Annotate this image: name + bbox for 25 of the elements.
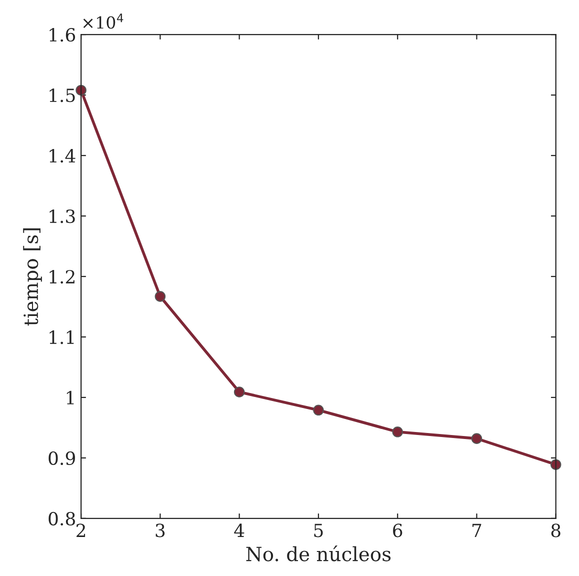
y-tick-label: 1.4 xyxy=(50,148,76,163)
x-tick-label: 8 xyxy=(551,524,560,538)
y-axis-title: tiempo [s] xyxy=(23,228,42,326)
y-tick-label: 0.9 xyxy=(48,451,75,466)
point xyxy=(471,433,482,444)
y-tick-label: 1 xyxy=(66,390,74,404)
x-tick-label: 4 xyxy=(234,524,244,537)
y-tick-label: 1.1 xyxy=(50,330,74,344)
point xyxy=(392,426,403,438)
x-axis-title: No. de núcleos xyxy=(246,546,391,562)
point xyxy=(234,386,245,398)
x-tick-label: 2 xyxy=(76,524,86,537)
x-tick-label: 7 xyxy=(472,524,482,537)
text: ×10$^{4}$ xyxy=(83,14,124,29)
y-tick-label: 0.8 xyxy=(48,512,75,526)
point xyxy=(76,84,86,96)
x-tick-label: 6 xyxy=(393,524,402,538)
x-tick-label: 3 xyxy=(156,524,165,538)
y-tick-label: 1.6 xyxy=(50,28,76,42)
y-tick-label: 1.3 xyxy=(50,209,75,224)
point xyxy=(313,404,324,416)
x-tick-label: 5 xyxy=(314,524,323,538)
y-tick-label: 1.5 xyxy=(50,88,75,102)
y-tick-label: 1.2 xyxy=(50,270,74,284)
point xyxy=(154,291,166,302)
